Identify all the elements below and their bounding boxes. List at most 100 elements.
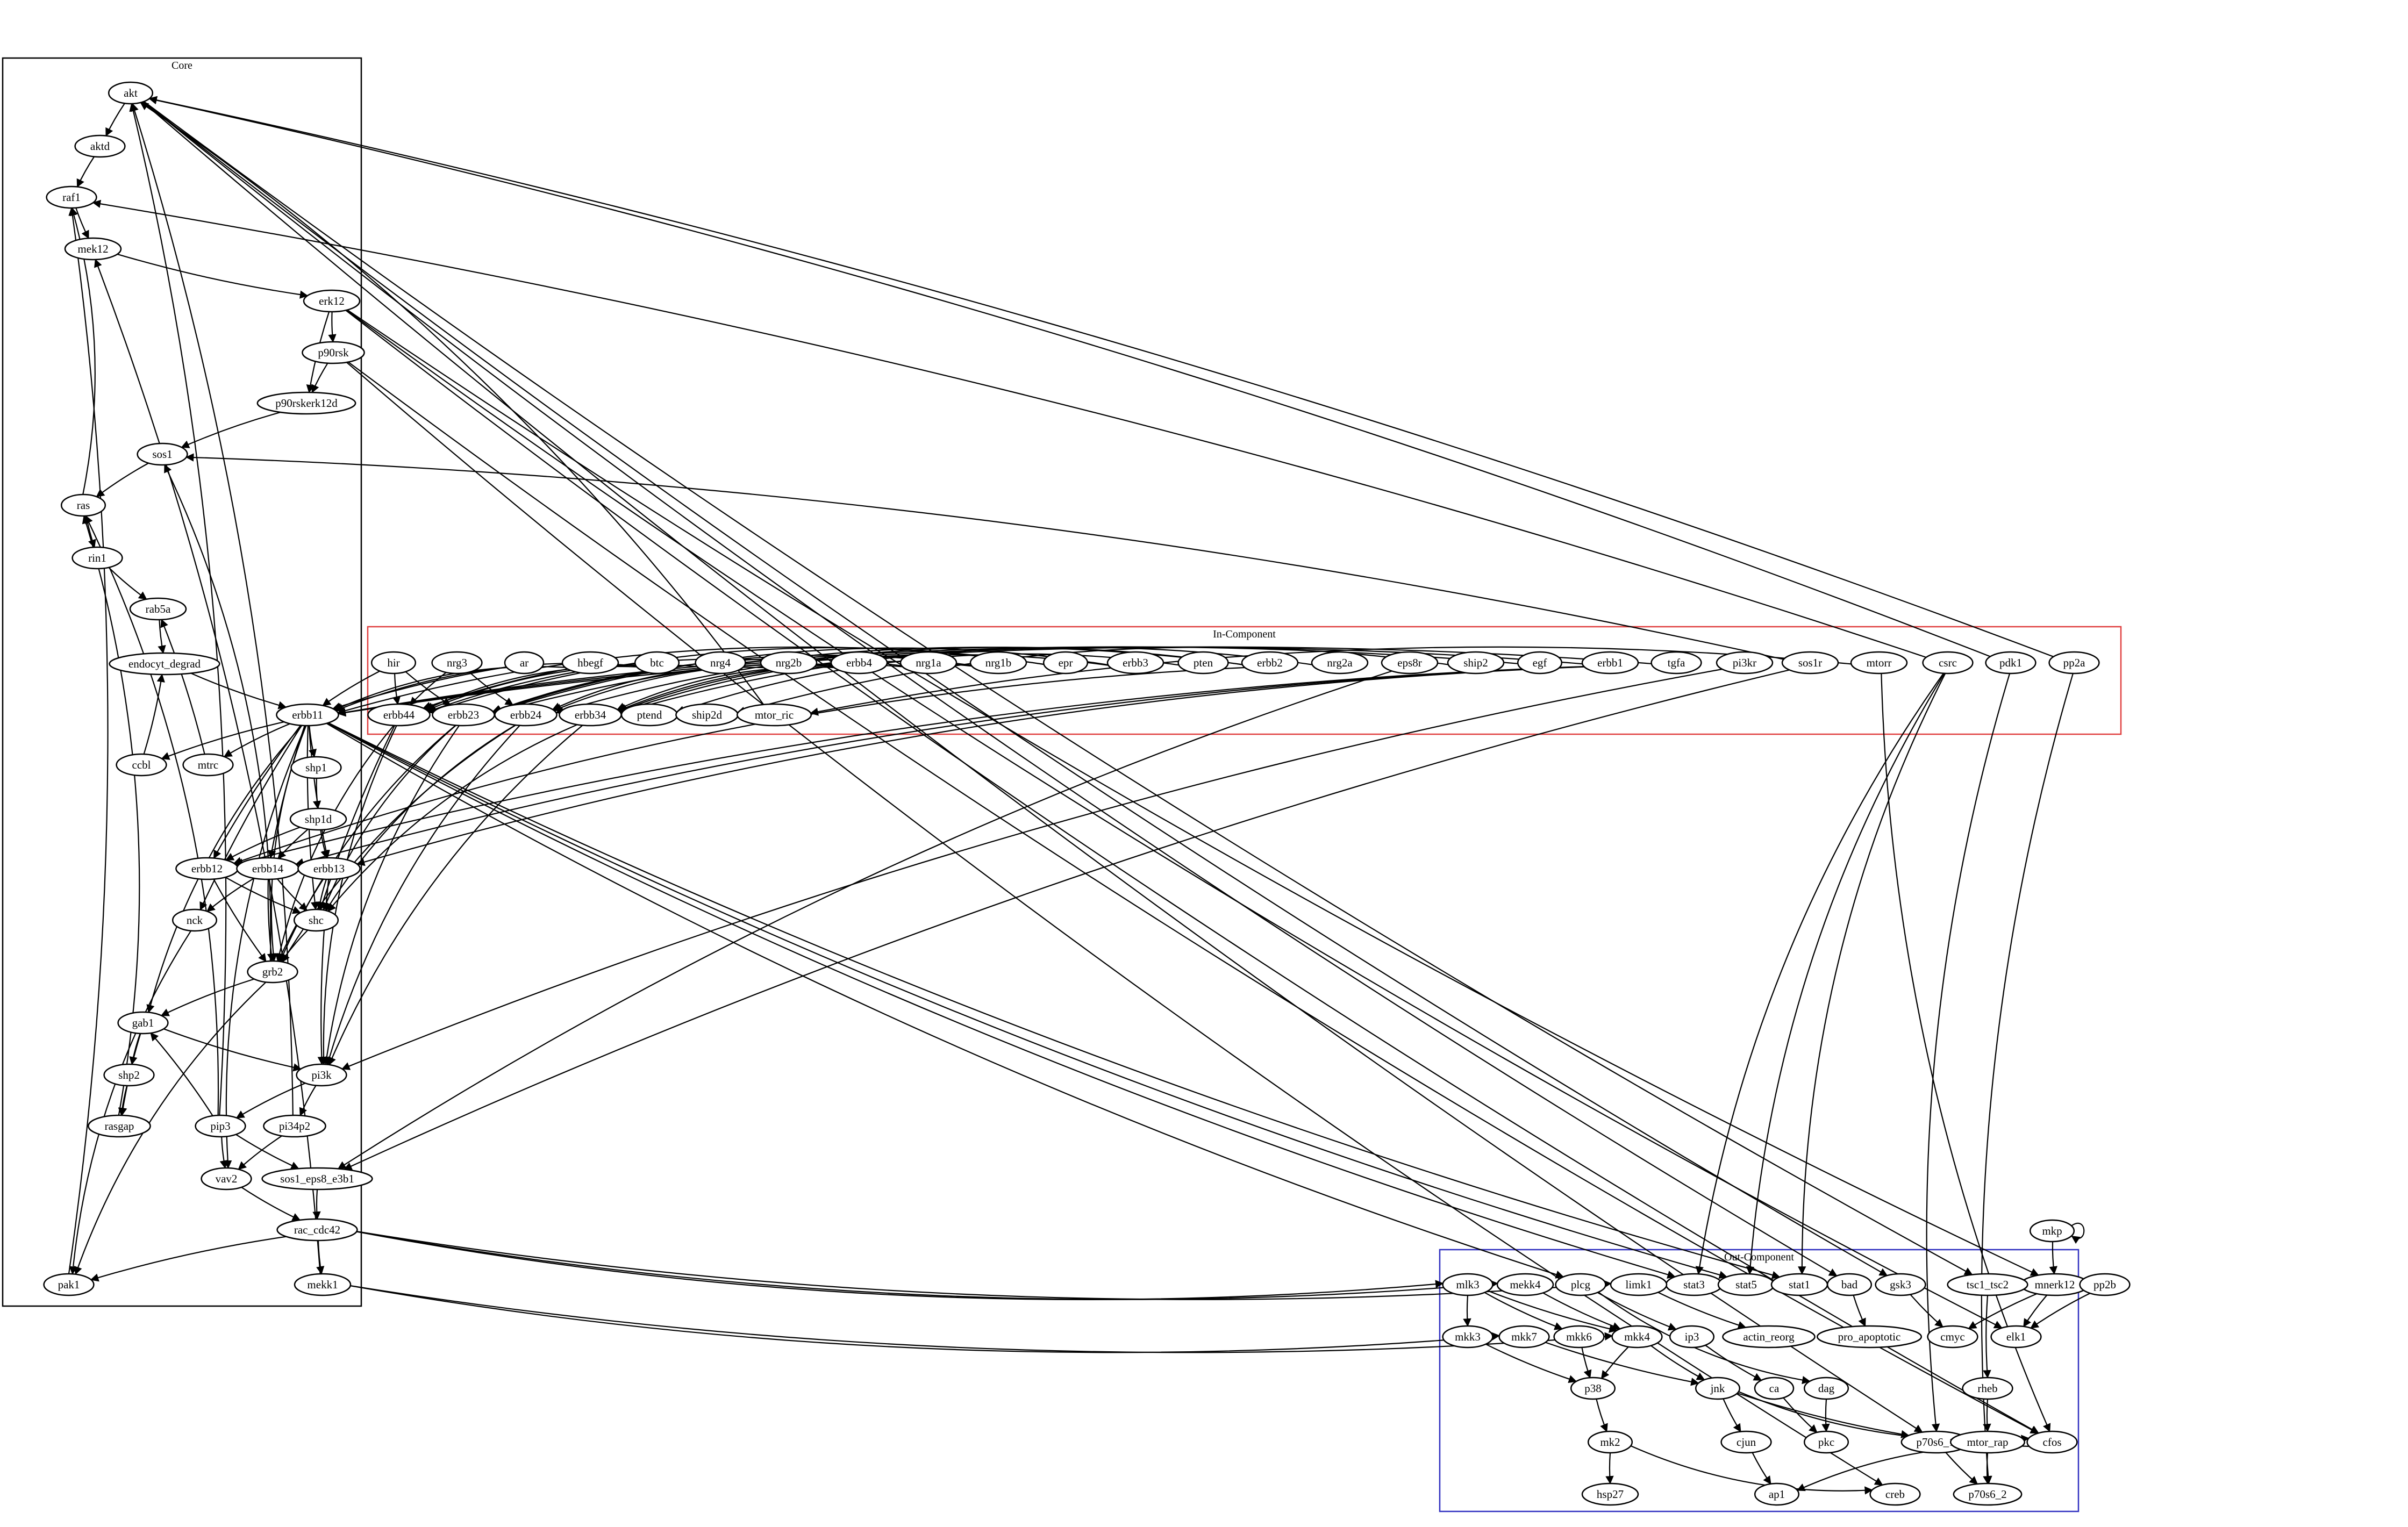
node-label: ccbl (132, 758, 151, 771)
node-shape (1650, 651, 1702, 675)
node-endocyt_degrad: endocyt_degrad (109, 652, 220, 676)
node-shape (1669, 1325, 1715, 1349)
node-shape (43, 1273, 95, 1296)
node-label: p38 (1584, 1382, 1602, 1395)
edge-erk12-cfos (345, 310, 2040, 1434)
node-label: rin1 (88, 551, 106, 564)
node-shape (1949, 1430, 2026, 1454)
node-label: nrg2a (1327, 656, 1353, 669)
node-shape (367, 703, 431, 727)
node-shape (1962, 1377, 2013, 1400)
node-label: erbb4 (846, 656, 872, 669)
node-shape (137, 442, 188, 466)
node-rheb: rheb (1962, 1377, 2013, 1400)
cluster-title: Out-Component (1724, 1251, 1794, 1263)
edge-cjun-ap1 (1752, 1452, 1771, 1485)
node-shape (1570, 1377, 1616, 1400)
node-jnk: jnk (1695, 1377, 1741, 1400)
edge-csrc-raf1 (92, 199, 1927, 658)
node-p90rsk: p90rsk (302, 341, 365, 364)
node-label: mtor_rap (1967, 1436, 2009, 1449)
edge-mkk7-jnk (1545, 1342, 1699, 1386)
edge-ip3-ca (1705, 1344, 1762, 1381)
edge-raf1-mek12 (75, 207, 89, 239)
node-erbb44: erbb44 (367, 703, 431, 727)
node-label: rab5a (146, 603, 171, 615)
node-shape (302, 341, 365, 364)
edge-gab1-pi3k (163, 1028, 302, 1072)
node-mk2: mk2 (1587, 1430, 1633, 1454)
edge-erbb11-plcg (326, 722, 1564, 1279)
edge-pip3-sos1_eps8_e3b1 (235, 1134, 299, 1170)
node-label: erbb3 (1123, 656, 1148, 669)
node-pten: pten (1177, 651, 1229, 675)
node-shape (1555, 1273, 1606, 1296)
edge-p38-mk2 (1596, 1399, 1608, 1432)
node-label: shp1d (305, 813, 332, 826)
node-label: shc (309, 914, 324, 927)
edge-pip3-vav2 (219, 1136, 228, 1169)
edge-plcg-dag (1598, 1292, 1811, 1385)
node-shape (1496, 1273, 1554, 1296)
node-rasgap: rasgap (88, 1114, 151, 1138)
edge-grb2-pak1 (74, 981, 267, 1275)
cluster-title: In-Component (1213, 628, 1276, 640)
edge-erbb11-stat3 (327, 722, 1676, 1279)
edge-erk12-mnerk12 (347, 309, 2039, 1276)
node-label: nrg2b (776, 656, 802, 669)
edge-akt-bad (142, 101, 1838, 1277)
node-shape (1985, 651, 2037, 675)
node-shape (60, 493, 106, 517)
node-label: rheb (1977, 1382, 1997, 1395)
edge-nck-pak1 (69, 930, 192, 1275)
node-erbb34: erbb34 (559, 703, 622, 727)
node-label: erbb1 (1597, 656, 1623, 669)
node-layer: akt aktd raf1 mek12 erk12 p90rsk p90rskerk12d s… (43, 81, 2131, 1506)
node-shape (289, 807, 347, 831)
node-shape (303, 289, 361, 313)
node-epr: epr (1042, 651, 1089, 675)
edge-mnerk12-cmyc (1968, 1293, 2038, 1329)
node-ship2: ship2 (1447, 651, 1505, 675)
node-shape (1953, 1482, 2023, 1506)
node-label: gsk3 (1890, 1278, 1911, 1291)
node-label: limk1 (1625, 1278, 1652, 1291)
node-label: endocyt_degrad (128, 657, 201, 670)
node-shape (103, 1063, 155, 1087)
node-actin_reorg: actin_reorg (1722, 1325, 1816, 1349)
edge-erbb24-pi3k (325, 725, 520, 1066)
node-shape (1442, 1325, 1494, 1349)
edge-erk12-p90rsk (328, 311, 337, 343)
node-label: pdk1 (1999, 656, 2022, 669)
edge-mlk3-mkk6 (1484, 1292, 1563, 1330)
node-cjun: cjun (1720, 1430, 1772, 1454)
node-csrc: csrc (1922, 651, 1974, 675)
node-shape (195, 1114, 246, 1138)
edge-mkp-mnerk12 (2049, 1241, 2057, 1275)
node-label: hbegf (577, 656, 603, 669)
node-shape (297, 857, 361, 880)
edge-p90rsk-p90rskerk12d (311, 363, 328, 393)
node-label: pro_apoptotic (1838, 1330, 1901, 1343)
node-label: mk2 (1600, 1436, 1620, 1449)
node-shape (1869, 1482, 1921, 1506)
node-label: btc (650, 656, 664, 669)
node-elk1: elk1 (1990, 1325, 2042, 1349)
node-ship2d: ship2d (675, 703, 739, 727)
node-shape (504, 651, 545, 675)
node-label: sos1 (152, 448, 172, 461)
node-shape (129, 597, 187, 621)
node-rab5a: rab5a (129, 597, 187, 621)
edge-hir-erbb11 (322, 670, 380, 706)
edge-erbb24-shc (325, 724, 516, 912)
edge-erbb11-erbb14 (268, 725, 305, 859)
node-erbb2: erbb2 (1241, 651, 1299, 675)
node-label: pkc (1818, 1436, 1834, 1449)
cluster-core: Core (2, 57, 362, 1307)
edge-nrg3-erbb24 (469, 671, 514, 706)
node-label: cfos (2043, 1436, 2062, 1449)
node-shape (1850, 651, 1908, 675)
node-shape (1611, 1325, 1663, 1349)
node-shape (1241, 651, 1299, 675)
